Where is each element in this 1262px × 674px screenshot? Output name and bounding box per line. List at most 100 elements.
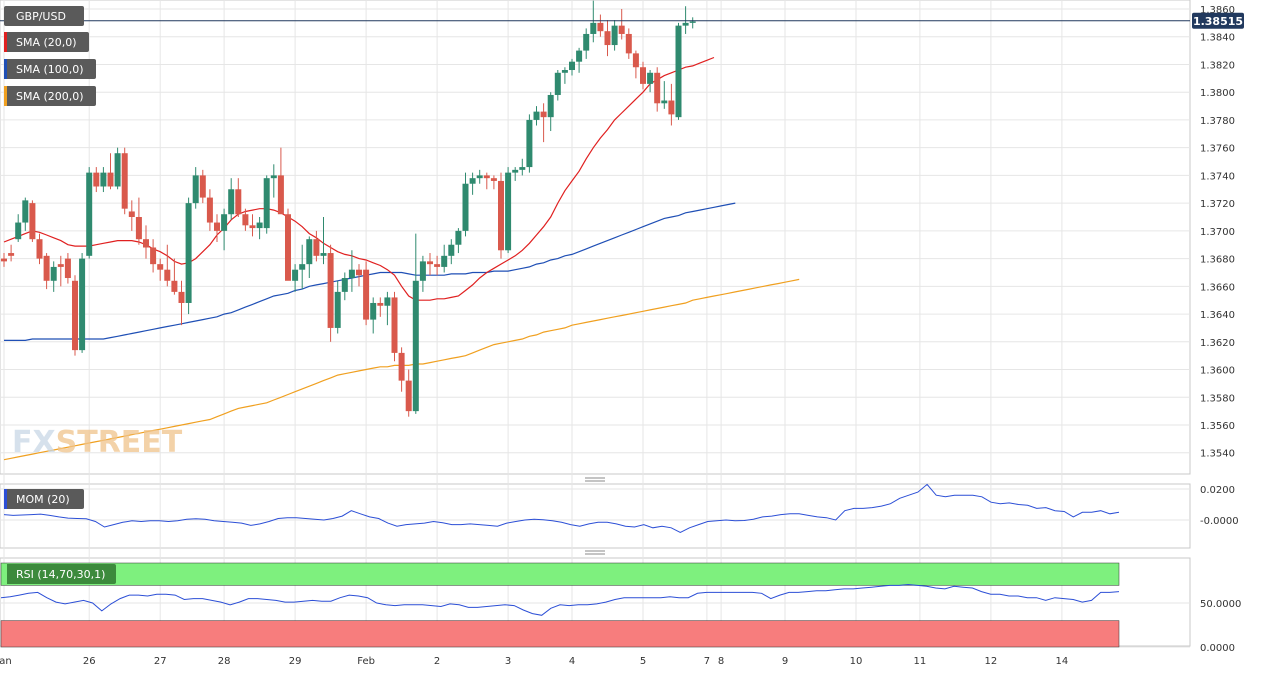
rsi-overbought-zone [0,562,1120,586]
legend-symbol[interactable]: GBP/USD [4,6,84,26]
candle-body [299,264,306,270]
mom-swatch [4,489,7,509]
candle [114,147,121,190]
candle-body [576,50,583,62]
candle-body [370,302,377,320]
price-tick-label: 1.3740 [1200,171,1235,182]
candle-body [654,72,661,104]
candle [462,172,469,237]
legend-sma200-label: SMA (200,0) [16,90,84,103]
candle-body [242,214,249,226]
candle [93,167,100,193]
candle-body [675,25,682,118]
candle-body [689,21,696,23]
candle [256,217,263,240]
legend-rsi[interactable]: RSI (14,70,30,1) [4,564,116,584]
candle [363,261,370,326]
candle [455,228,462,254]
sma100-line [4,202,736,341]
candle-body [590,22,597,34]
candle [8,244,15,262]
candle-body [235,189,242,215]
legend-sma200[interactable]: SMA (200,0) [4,86,96,106]
candle [128,200,135,231]
candle [235,178,242,217]
legend-sma100[interactable]: SMA (100,0) [4,59,96,79]
legend-sma20-label: SMA (20,0) [16,36,77,49]
candle-body [135,217,142,240]
candle [64,253,71,284]
candle-body [384,297,391,306]
splitter-handle-2[interactable] [585,550,605,555]
time-tick-label: Feb [357,656,375,667]
candle-body [391,297,398,353]
candle-body [597,22,604,32]
time-tick-label: 29 [289,656,302,667]
candle-body [64,258,71,279]
mom-panel [0,483,1191,549]
candle-body [341,278,348,292]
candle-body [79,258,86,351]
candle-body [192,175,199,204]
legend-mom[interactable]: MOM (20) [4,489,84,509]
candle [540,103,547,143]
candle-body [512,169,519,173]
candle [15,214,22,242]
candle [327,244,334,342]
candle-body [647,72,654,84]
candle [29,200,36,242]
candle [448,239,455,265]
candle-body [72,280,78,351]
candle-body [363,269,370,320]
candle-body [618,25,625,34]
candle [171,258,178,295]
rsi-swatch [4,564,7,584]
candle [519,158,526,176]
candle-body [150,247,157,265]
mom-tick-label: 0.0200 [1200,485,1235,496]
candle [292,264,299,292]
candle-body [256,222,263,229]
candle [86,167,93,259]
price-tick-label: 1.3780 [1200,116,1235,127]
candle [50,261,57,292]
candle-body [221,214,228,231]
sma100-swatch [4,59,7,79]
candle-body [43,255,50,281]
candle-body [412,280,419,412]
current-price-value: 1.38515 [1193,15,1243,28]
candle-body [86,172,93,256]
candle [43,253,50,290]
candle-body [334,291,341,328]
candle-body [143,239,149,248]
candle [121,147,128,215]
candle-body [57,264,64,267]
candle [498,172,504,259]
candle [370,297,377,334]
candle-body [377,302,384,306]
rsi-oversold-zone [0,620,1120,648]
legend-symbol-label: GBP/USD [16,10,66,23]
candle-body [36,239,43,259]
indicator-lines [0,483,1120,616]
watermark-street: STREET [56,425,183,460]
legend-sma20[interactable]: SMA (20,0) [4,32,89,52]
candle-body [583,33,590,51]
candle [228,178,235,220]
candle-body [206,197,213,223]
candle [689,17,696,29]
candle [640,61,646,90]
rsi-tick-label: 0.0000 [1200,643,1235,654]
candle-body [100,172,107,187]
candle [554,70,561,101]
candle-body [476,175,483,179]
candle-body [292,269,299,281]
candle [533,106,540,126]
candle [611,20,618,51]
candle [483,172,490,190]
splitter-handle-1[interactable] [585,477,605,482]
candle [661,81,668,109]
candle [441,244,448,273]
candle [57,255,64,287]
candle-body [228,189,235,215]
